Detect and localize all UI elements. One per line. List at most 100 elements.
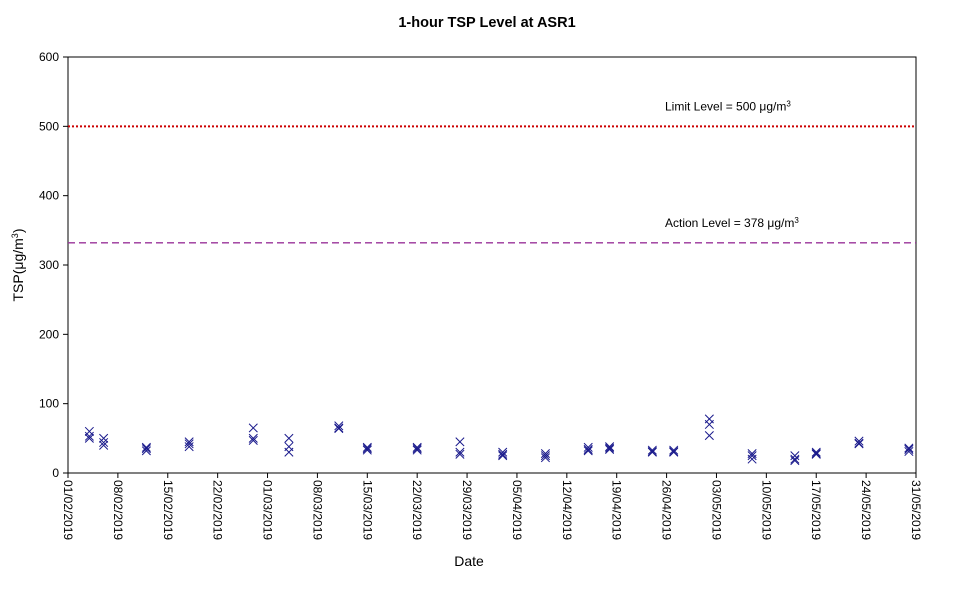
data-point <box>84 431 94 441</box>
x-tick-label: 22/03/2019 <box>410 480 424 540</box>
action-level-label: Action Level = 378 μg/m3 <box>665 215 799 230</box>
ref-label-text: Limit Level = 500 <box>665 99 759 113</box>
data-point <box>84 426 94 436</box>
x-tick-label: 17/05/2019 <box>809 480 823 540</box>
data-point <box>248 433 258 443</box>
data-point <box>904 443 914 453</box>
ref-label-mu: μ <box>759 99 766 113</box>
data-point <box>747 451 757 461</box>
data-point <box>334 421 344 431</box>
y-tick-label: 200 <box>39 327 59 341</box>
y-tick-label: 400 <box>39 189 59 203</box>
limit-level-label: Limit Level = 500 μg/m3 <box>665 99 791 114</box>
data-point <box>455 437 465 447</box>
y-axis-label-mu: μ <box>10 262 26 270</box>
data-point <box>583 446 593 456</box>
x-tick-label: 31/05/2019 <box>909 480 923 540</box>
y-axis-label-unit: g/m <box>10 238 26 261</box>
x-tick-label: 01/03/2019 <box>261 480 275 540</box>
ref-label-text: Action Level = 378 <box>665 216 767 230</box>
ref-label-mu: μ <box>767 216 774 230</box>
data-point <box>84 433 94 443</box>
y-axis-label-main: TSP( <box>10 269 26 301</box>
data-point <box>605 444 615 454</box>
data-point <box>498 451 508 461</box>
y-tick-label: 300 <box>39 258 59 272</box>
x-tick-label: 12/04/2019 <box>560 480 574 540</box>
data-point <box>362 442 372 452</box>
data-point <box>141 446 151 456</box>
x-tick-label: 24/05/2019 <box>859 480 873 540</box>
x-tick-label: 03/05/2019 <box>709 480 723 540</box>
data-point <box>904 444 914 454</box>
data-point <box>811 449 821 459</box>
data-point <box>141 444 151 454</box>
data-point <box>540 453 550 463</box>
data-point <box>362 445 372 455</box>
data-point <box>99 433 109 443</box>
x-tick-label: 05/04/2019 <box>510 480 524 540</box>
chart-title: 1-hour TSP Level at ASR1 <box>398 15 575 31</box>
x-tick-label: 15/02/2019 <box>161 480 175 540</box>
data-point <box>704 419 714 430</box>
data-point <box>583 442 593 452</box>
x-tick-label: 15/03/2019 <box>360 480 374 540</box>
data-point <box>904 446 914 457</box>
x-tick-label: 26/04/2019 <box>660 480 674 540</box>
data-point <box>540 451 550 461</box>
data-point <box>284 447 294 457</box>
x-tick-label: 29/03/2019 <box>460 480 474 540</box>
data-point <box>854 439 864 449</box>
data-point <box>854 436 864 446</box>
data-point <box>647 445 657 455</box>
data-point <box>647 447 657 457</box>
y-tick-label: 0 <box>52 466 59 480</box>
ref-label-unit: g/m <box>774 216 794 230</box>
y-tick-label: 600 <box>39 50 59 64</box>
data-point <box>669 447 679 457</box>
y-tick-label: 500 <box>39 119 59 133</box>
data-point <box>605 442 615 452</box>
x-axis: 01/02/2019 08/02/2019 15/02/2019 22/02/2019… <box>61 473 923 540</box>
ref-label-sup: 3 <box>786 99 791 108</box>
y-axis-label: TSP(μg/m3) <box>10 229 26 302</box>
data-point <box>248 423 258 433</box>
data-point <box>184 439 194 449</box>
x-axis-label: Date <box>454 553 484 569</box>
data-point <box>747 454 757 464</box>
data-point <box>790 455 800 466</box>
data-point <box>248 435 258 445</box>
data-point <box>334 424 344 434</box>
data-point <box>790 454 800 464</box>
y-tick-label: 100 <box>39 397 59 411</box>
x-tick-label: 01/02/2019 <box>61 480 75 540</box>
data-point <box>540 449 550 459</box>
data-point <box>605 443 615 453</box>
y-axis-label-sup: 3 <box>10 233 20 238</box>
data-point <box>184 442 194 452</box>
data-point <box>498 449 508 459</box>
data-point <box>412 445 422 455</box>
x-tick-label: 08/03/2019 <box>310 480 324 540</box>
x-tick-label: 19/04/2019 <box>610 480 624 540</box>
data-point <box>811 447 821 457</box>
data-point <box>498 447 508 457</box>
y-axis: 0 100 200 300 400 500 600 <box>39 50 68 480</box>
data-point <box>99 437 109 448</box>
data-point <box>704 431 714 441</box>
data-point <box>790 451 800 461</box>
data-point <box>362 444 372 454</box>
data-point <box>412 444 422 454</box>
data-point <box>99 440 109 450</box>
data-points <box>84 414 914 466</box>
data-point <box>455 449 465 459</box>
data-point <box>284 433 294 443</box>
data-point <box>412 442 422 452</box>
x-tick-label: 22/02/2019 <box>211 480 225 540</box>
ref-label-unit: g/m <box>766 99 786 113</box>
y-axis-label-close: ) <box>10 229 26 234</box>
data-point <box>184 437 194 447</box>
data-point <box>455 447 465 457</box>
